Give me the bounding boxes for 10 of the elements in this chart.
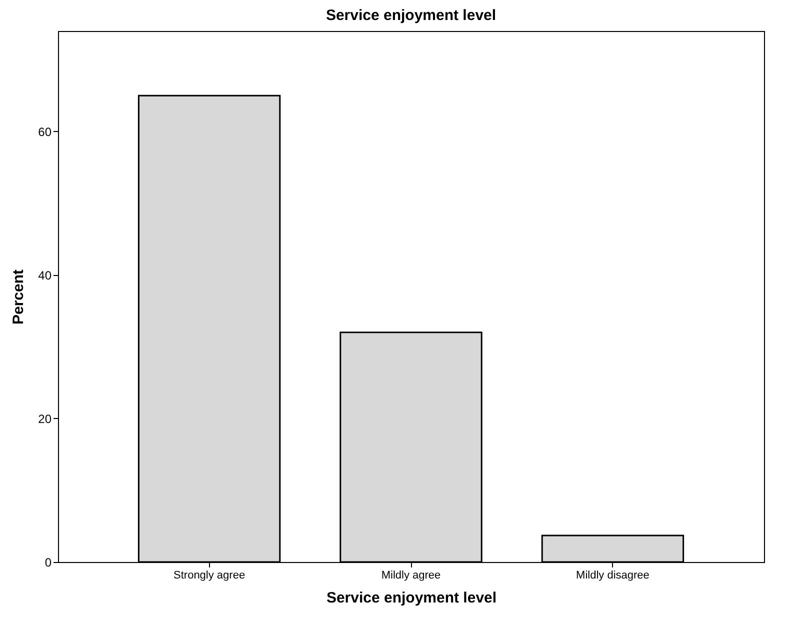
x-axis-title: Service enjoyment level <box>326 590 497 606</box>
y-tick-label: 40 <box>38 268 52 282</box>
x-tick-label: Mildly agree <box>381 570 441 582</box>
x-tick-label: Strongly agree <box>174 570 246 582</box>
y-tick-label: 0 <box>44 556 52 570</box>
y-tick-label: 60 <box>38 124 52 139</box>
x-tick-label: Mildly disagree <box>576 570 650 582</box>
y-axis-title: Percent <box>10 269 28 325</box>
y-tick-label: 20 <box>38 412 52 426</box>
chart-title: Service enjoyment level <box>326 7 496 24</box>
